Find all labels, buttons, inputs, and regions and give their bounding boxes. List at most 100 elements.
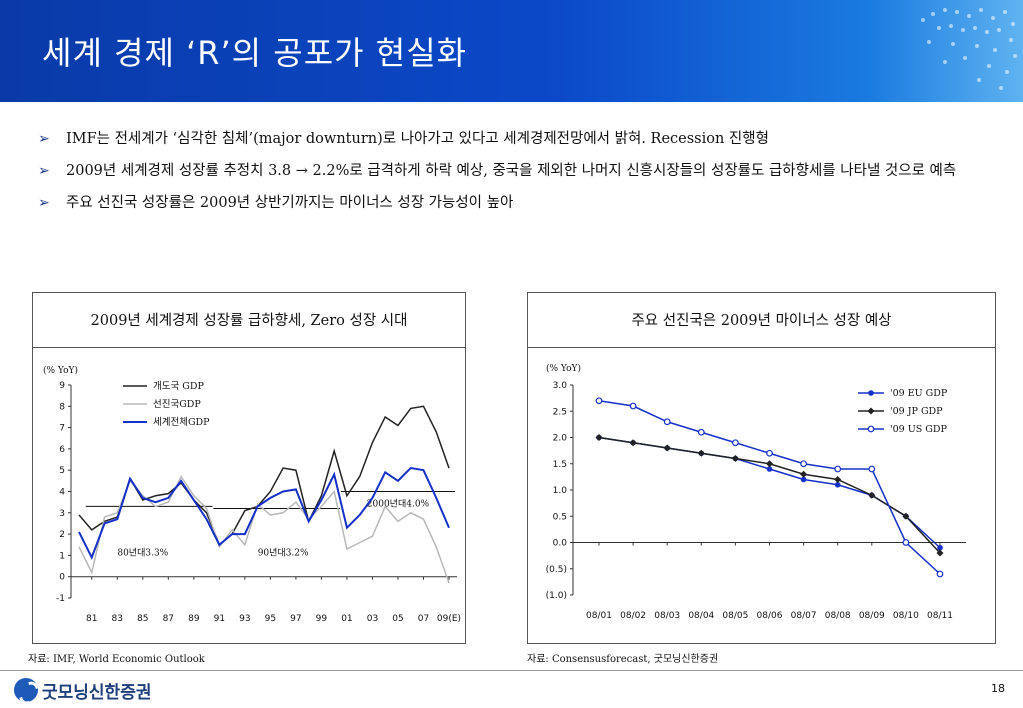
y-tick-label: (1.0)	[546, 591, 567, 601]
bullet-list: ➢ IMF는 전세계가 ‘심각한 침체’(major downturn)로 나아…	[38, 128, 1008, 224]
y-tick-label: 1.5	[553, 460, 567, 470]
legend-marker	[867, 407, 875, 415]
data-point	[936, 549, 944, 557]
arrow-right-icon: ➢	[38, 163, 50, 179]
y-tick-label: 2.0	[553, 434, 568, 444]
x-tick-label: 91	[214, 614, 225, 624]
x-tick-label: 87	[163, 614, 174, 624]
left-source-note: 자료: IMF, World Economic Outlook	[28, 654, 205, 665]
x-tick-label: 08/06	[757, 611, 783, 621]
y-tick-label: 0	[59, 573, 65, 583]
legend-label: 세계전체GDP	[153, 416, 210, 428]
right-chart-title: 주요 선진국은 2009년 마이너스 성장 예상	[631, 313, 892, 329]
page-title: 세계 경제 ‘R’의 공포가 현실화	[42, 34, 468, 72]
y-tick-label: (0.5)	[546, 565, 567, 575]
x-tick-label: 08/03	[654, 611, 680, 621]
bullet-text: 주요 선진국 성장률은 2009년 상반기까지는 마이너스 성장 가능성이 높아	[66, 195, 514, 211]
left-chart-panel: 2009년 세계경제 성장률 급하향세, Zero 성장 시대 (% YoY) -…	[32, 292, 466, 644]
arrow-right-icon: ➢	[38, 195, 50, 211]
x-tick-label: 03	[367, 614, 378, 624]
average-annotation: 2000년대4.0%	[367, 498, 430, 509]
brand-name: 굿모닝신한증권	[42, 682, 152, 703]
shinhan-logo-icon	[14, 678, 38, 702]
legend-label: '09 US GDP	[890, 424, 947, 435]
data-point	[731, 439, 739, 447]
y-tick-label: -1	[56, 594, 65, 604]
x-tick-label: 83	[112, 614, 123, 624]
data-point	[834, 465, 842, 473]
x-tick-label: 08/02	[620, 611, 646, 621]
data-point	[595, 434, 603, 441]
bullet-item: ➢ 주요 선진국 성장률은 2009년 상반기까지는 마이너스 성장 가능성이 …	[38, 192, 1008, 214]
y-unit-label: (% YoY)	[43, 365, 78, 376]
data-point	[663, 418, 671, 426]
x-tick-label: 08/09	[859, 611, 885, 621]
x-tick-label: 08/04	[688, 611, 714, 621]
x-tick-label: 97	[290, 614, 301, 624]
legend-label: '09 JP GDP	[890, 406, 943, 417]
data-point	[663, 444, 671, 452]
x-tick-label: 93	[239, 614, 250, 624]
x-tick-label: 85	[137, 614, 148, 624]
arrow-right-icon: ➢	[38, 131, 50, 147]
data-point	[629, 439, 637, 447]
y-unit-label: (% YoY)	[546, 363, 581, 374]
right-source-note: 자료: Consensusforecast, 굿모닝신한증권	[527, 654, 719, 665]
x-tick-label: 01	[341, 614, 352, 624]
right-chart-panel: 주요 선진국은 2009년 마이너스 성장 예상 (% YoY) 3.0 2.5 2.…	[527, 292, 996, 644]
y-tick-label: 5	[59, 466, 65, 476]
data-point	[800, 470, 808, 478]
x-tick-label: 08/05	[722, 611, 748, 621]
advanced-economies-chart: (% YoY) 3.0 2.5 2.0 1.5 1.0 0.5 0.0 (0.5) (1.0) 08…	[546, 363, 966, 621]
data-point	[766, 460, 773, 468]
bullet-item: ➢ IMF는 전세계가 ‘심각한 침체’(major downturn)로 나아…	[38, 128, 1008, 150]
y-tick-label: 1.0	[553, 486, 568, 496]
x-tick-label: 95	[265, 614, 276, 624]
x-tick-label: 08/07	[791, 611, 817, 621]
y-tick-label: 2	[59, 530, 65, 540]
x-tick-label: 08/08	[825, 611, 851, 621]
series-line	[78, 475, 450, 584]
data-point	[800, 460, 808, 468]
data-point	[902, 512, 910, 520]
legend-label: 선진국GDP	[153, 399, 201, 410]
data-point	[902, 539, 910, 546]
data-point	[595, 397, 603, 405]
legend-marker	[867, 425, 875, 433]
series-line	[78, 405, 450, 546]
panel-divider	[528, 347, 995, 348]
legend-label: '09 EU GDP	[890, 388, 948, 399]
x-tick-label: 81	[86, 614, 97, 624]
average-annotation: 90년대3.2%	[258, 547, 309, 558]
y-tick-label: 0.5	[553, 512, 567, 522]
data-point	[766, 466, 773, 472]
bullet-item: ➢ 2009년 세계경제 성장률 추정치 3.8 → 2.2%로 급격하게 하락…	[38, 160, 1008, 182]
data-point	[936, 570, 944, 578]
panel-divider	[33, 347, 465, 348]
series-line	[78, 466, 450, 561]
average-annotation: 80년대3.3%	[117, 547, 168, 558]
series-line	[598, 400, 941, 575]
x-tick-label: 08/01	[586, 611, 612, 621]
data-point	[766, 449, 773, 457]
y-tick-label: 8	[59, 402, 65, 412]
globe-icon	[921, 8, 1017, 90]
y-tick-label: 4	[59, 488, 65, 498]
x-tick-label: 99	[316, 614, 328, 624]
y-tick-label: 7	[59, 424, 65, 434]
data-point	[834, 481, 841, 488]
x-tick-label: 07	[418, 614, 429, 624]
y-tick-label: 2.5	[553, 407, 567, 417]
y-tick-label: 9	[59, 381, 65, 391]
data-point	[697, 449, 705, 457]
x-tick-label: 08/11	[927, 611, 953, 621]
y-tick-label: 3	[59, 509, 65, 519]
x-tick-label: 89	[188, 614, 200, 624]
y-tick-label: 6	[59, 445, 65, 455]
header-banner: 세계 경제 ‘R’의 공포가 현실화	[0, 0, 1023, 102]
data-point	[697, 428, 705, 436]
data-point	[629, 402, 637, 410]
bullet-text: 2009년 세계경제 성장률 추정치 3.8 → 2.2%로 급격하게 하락 예…	[66, 163, 957, 179]
data-point	[937, 544, 943, 551]
